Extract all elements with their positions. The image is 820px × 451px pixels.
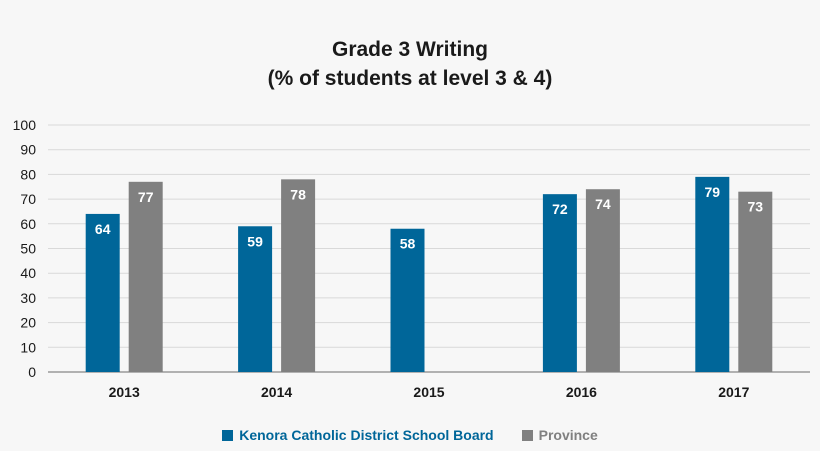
y-tick-label-30: 30 [20,290,36,306]
legend-swatch-kcdsb [222,429,234,441]
data-label-2013-s0: 64 [95,221,111,237]
data-label-2013-s1: 77 [138,189,154,205]
data-label-2015-s0: 58 [400,236,416,252]
x-tick-label-2017: 2017 [718,384,749,400]
legend-label-kcdsb: Kenora Catholic District School Board [239,427,494,443]
data-label-2016-s1: 74 [595,196,611,212]
y-tick-label-20: 20 [20,315,36,331]
bar-2016-s0 [542,194,577,372]
y-tick-label-70: 70 [20,191,36,207]
bar-2016-s1 [585,189,620,372]
legend-item-kcdsb: Kenora Catholic District School Board [222,427,494,443]
y-tick-label-100: 100 [13,117,37,133]
data-label-2014-s1: 78 [290,186,306,202]
x-tick-label-2016: 2016 [566,384,597,400]
y-tick-label-60: 60 [20,216,36,232]
data-label-2017-s1: 73 [748,199,764,215]
y-tick-label-0: 0 [28,364,36,380]
bar-2013-s1 [128,181,163,372]
bar-2013-s0 [85,213,120,372]
legend-swatch-province [521,429,533,441]
data-label-2017-s0: 79 [705,184,721,200]
bar-2014-s1 [281,179,316,372]
bar-2017-s1 [738,191,773,372]
x-tick-label-2014: 2014 [261,384,292,400]
chart-title: Grade 3 Writing [332,38,488,61]
y-tick-label-90: 90 [20,142,36,158]
data-label-2016-s0: 72 [552,201,568,217]
bar-2017-s0 [695,176,730,372]
y-tick-label-50: 50 [20,241,36,257]
chart-subtitle: (% of students at level 3 & 4) [267,67,553,90]
bar-2015-s0 [390,228,425,372]
legend-label-province: Province [538,427,598,443]
y-tick-label-80: 80 [20,166,36,182]
data-label-2014-s0: 59 [247,233,263,249]
x-tick-label-2013: 2013 [109,384,140,400]
bar-2014-s0 [238,226,273,372]
y-tick-label-40: 40 [20,265,36,281]
y-tick-label-10: 10 [20,339,36,355]
legend-item-province: Province [521,427,598,443]
legend: Kenora Catholic District School Board Pr… [0,427,820,443]
x-tick-label-2015: 2015 [413,384,444,400]
